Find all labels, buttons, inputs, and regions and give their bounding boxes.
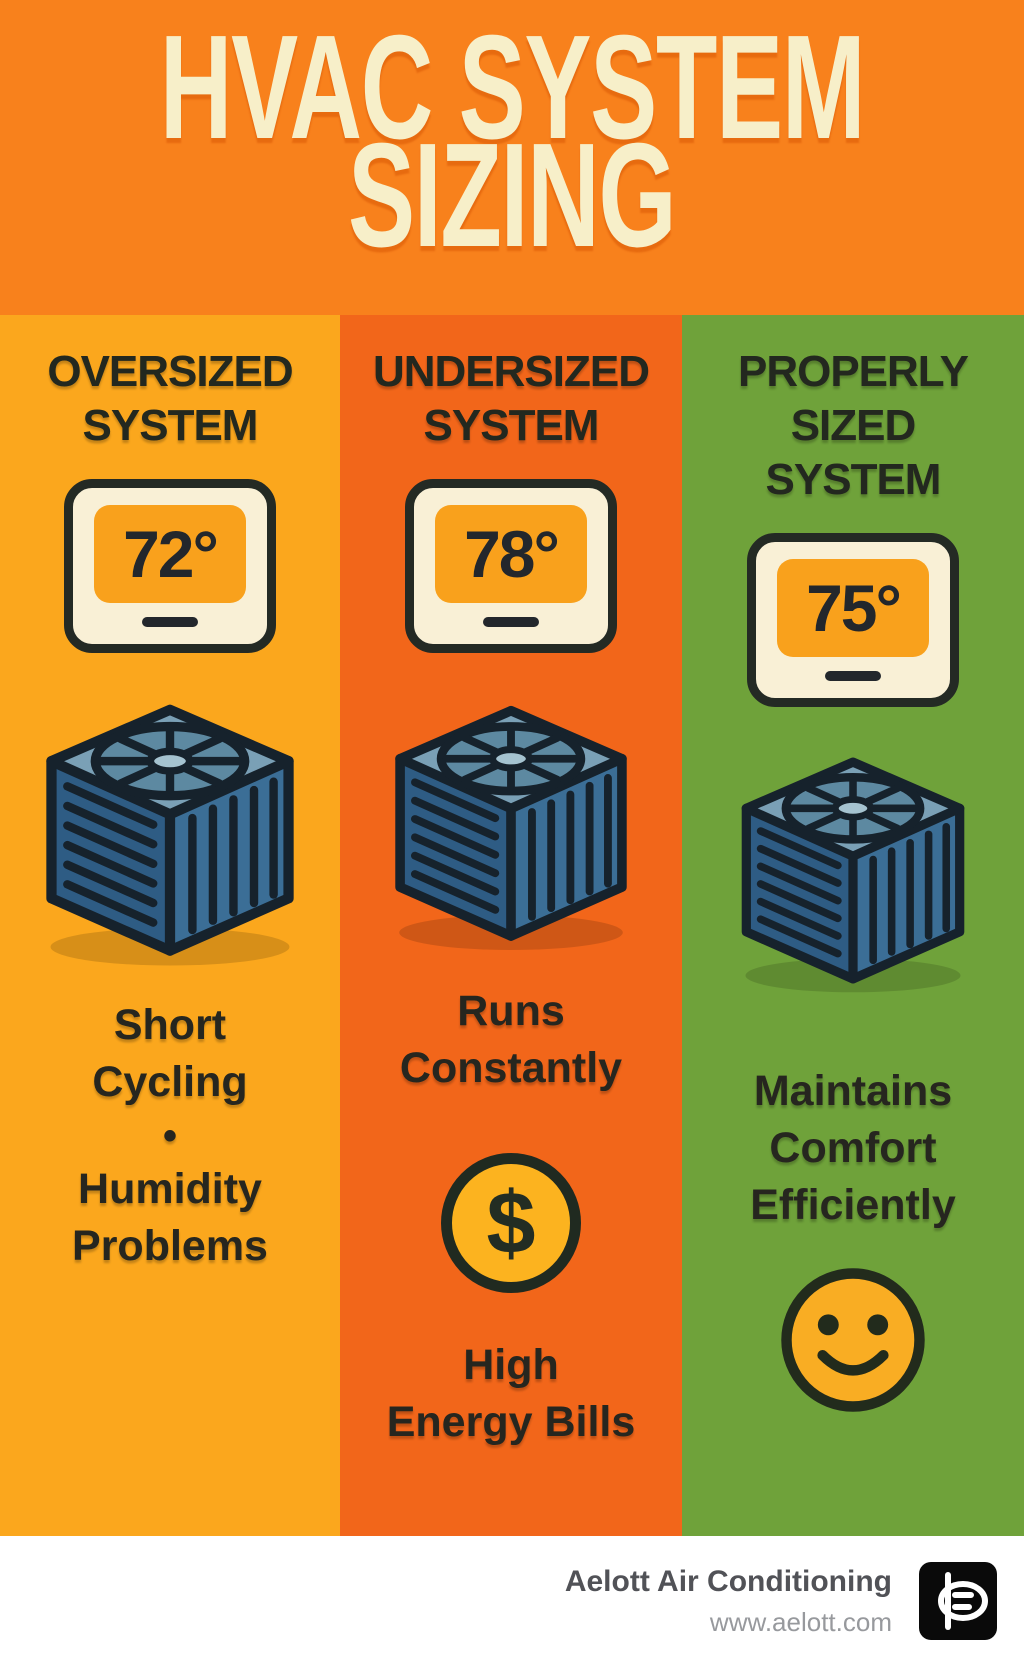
column-undersized-system: UNDERSIZED SYSTEM 78° Runs Constantly $ … [340, 315, 682, 1536]
issues-caption: High Energy Bills [387, 1337, 636, 1451]
dollar-coin-icon: $ [441, 1153, 581, 1293]
thermostat-dash [483, 617, 539, 627]
ac-unit-icon [380, 695, 642, 957]
ac-unit-icon [30, 693, 310, 973]
website-url: www.aelott.com [709, 1606, 892, 1637]
benefit-caption: Maintains Comfort Efficiently [750, 1063, 956, 1234]
poster-title-line2: SIZING [348, 113, 677, 278]
caption-line: Efficiently [750, 1181, 956, 1229]
poster-title-line1: HVAC SYSTEM [159, 5, 866, 170]
thermostat-temperature: 75° [777, 559, 929, 657]
thermostat-dash [825, 671, 881, 681]
column-heading-undersized: UNDERSIZED SYSTEM [372, 345, 650, 453]
caption-line: Runs [457, 987, 565, 1035]
comparison-columns: OVERSIZED SYSTEM 72° Short Cycling • Hum… [0, 315, 1024, 1536]
caption-line: Cycling [92, 1058, 248, 1106]
ac-unit-icon [727, 747, 979, 999]
column-oversized-system: OVERSIZED SYSTEM 72° Short Cycling • Hum… [0, 315, 340, 1536]
heading-line: OVERSIZED [47, 347, 293, 396]
heading-line: SYSTEM [423, 401, 600, 450]
issues-caption: Short Cycling • Humidity Problems [72, 997, 268, 1275]
column-heading-oversized: OVERSIZED SYSTEM [47, 345, 293, 453]
thermostat-icon: 78° [405, 479, 617, 653]
heading-line: PROPERLY [737, 347, 969, 396]
bullet-separator: • [162, 1114, 177, 1158]
caption-line: Comfort [769, 1124, 937, 1172]
heading-line: SYSTEM [765, 455, 942, 504]
caption-line: Humidity [78, 1165, 262, 1213]
caption-line: Maintains [753, 1067, 953, 1115]
issues-caption: Runs Constantly [400, 983, 622, 1097]
column-properly-sized-system: PROPERLY SIZED SYSTEM 75° Maintains Comf… [682, 315, 1024, 1536]
dollar-sign: $ [486, 1173, 536, 1272]
heading-line: UNDERSIZED [372, 347, 650, 396]
thermostat-temperature: 78° [435, 505, 587, 603]
caption-line: Short [113, 1001, 227, 1049]
heading-line: SIZED [790, 401, 917, 450]
smiley-face-icon [781, 1268, 925, 1412]
company-name: Aelott Air Conditioning [564, 1564, 892, 1598]
company-logo [919, 1562, 997, 1640]
caption-line: High [463, 1341, 559, 1389]
caption-line: Constantly [399, 1044, 623, 1092]
thermostat-dash [142, 617, 198, 627]
thermostat-icon: 72° [64, 479, 276, 653]
thermostat-temperature: 72° [94, 505, 246, 603]
thermostat-icon: 75° [747, 533, 959, 707]
caption-line: Energy Bills [386, 1398, 636, 1446]
footer-bar: Aelott Air Conditioning www.aelott.com [0, 1536, 1024, 1666]
caption-line: Problems [72, 1222, 268, 1270]
header-banner: HVAC SYSTEM SIZING [0, 0, 1024, 315]
column-heading-properly-sized: PROPERLY SIZED SYSTEM [737, 345, 969, 507]
heading-line: SYSTEM [82, 401, 259, 450]
footer-branding: Aelott Air Conditioning www.aelott.com [565, 1565, 892, 1638]
